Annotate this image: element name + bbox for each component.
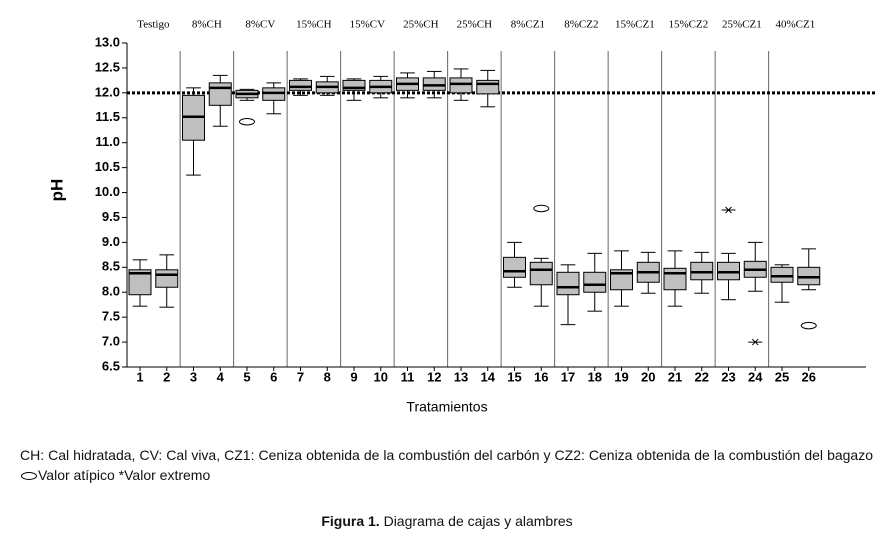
extreme	[721, 206, 736, 214]
outlier-legend: Valor atípico	[38, 467, 115, 483]
outlier	[239, 118, 255, 126]
y-tick-label: 12.5	[95, 59, 120, 74]
y-axis-label: pH	[47, 179, 66, 202]
y-tick-label: 10.0	[95, 184, 120, 199]
group-label: 15%CH	[296, 19, 332, 31]
box	[556, 271, 580, 296]
x-tick-label: 22	[695, 369, 709, 384]
y-tick-label: 11.5	[95, 109, 120, 124]
box	[128, 269, 152, 296]
x-tick-label: 16	[534, 369, 548, 384]
x-tick-label: 2	[163, 369, 170, 384]
x-tick-label: 25	[775, 369, 789, 384]
x-tick-label: 15	[507, 369, 521, 384]
caption-label: Figura 1.	[321, 513, 380, 529]
x-tick-label: 11	[401, 369, 415, 384]
y-tick-label: 6.5	[102, 358, 120, 373]
x-tick-label: 9	[350, 369, 357, 384]
caption-text: Diagrama de cajas y alambres	[383, 513, 573, 529]
group-label: Testigo	[137, 19, 170, 31]
group-label: 15%CZ1	[615, 19, 655, 31]
x-tick-label: 4	[217, 369, 225, 384]
x-tick-label: 10	[374, 369, 388, 384]
group-label: 15%CV	[350, 19, 386, 31]
box	[770, 266, 794, 283]
box	[155, 269, 179, 288]
box	[289, 79, 312, 91]
y-tick-label: 11.0	[95, 134, 120, 149]
caption: Figura 1. Diagrama de cajas y alambres	[0, 513, 894, 529]
group-label: 8%CH	[192, 19, 222, 31]
footnote: CH: Cal hidratada, CV: Cal viva, CZ1: Ce…	[20, 445, 873, 485]
group-label: 8%CZ1	[511, 19, 545, 31]
y-tick-label: 8.0	[102, 284, 120, 299]
box	[529, 261, 553, 286]
x-tick-label: 14	[481, 369, 496, 384]
x-tick-label: 23	[721, 369, 735, 384]
x-tick-label: 20	[641, 369, 655, 384]
x-tick-label: 5	[243, 369, 250, 384]
box	[503, 256, 526, 278]
y-tick-label: 7.5	[102, 309, 120, 324]
group-label: 40%CZ1	[776, 19, 816, 31]
group-label: 25%CZ1	[722, 19, 762, 31]
y-tick-label: 7.0	[102, 334, 120, 349]
x-tick-label: 21	[668, 369, 682, 384]
group-label: 25%CH	[403, 19, 439, 31]
y-tick-label: 9.5	[102, 209, 120, 224]
box	[663, 267, 687, 291]
x-tick-label: 12	[427, 369, 441, 384]
x-tick-label: 18	[588, 369, 602, 384]
x-tick-label: 13	[454, 369, 468, 384]
extreme-legend: *Valor extremo	[118, 467, 211, 483]
outlier-symbol	[21, 472, 37, 481]
outlier	[533, 204, 550, 213]
x-tick-label: 17	[561, 369, 575, 384]
box	[342, 79, 366, 91]
outlier	[800, 321, 817, 330]
extreme	[748, 338, 763, 346]
box	[476, 79, 500, 95]
box	[208, 82, 232, 106]
y-tick-label: 8.5	[102, 259, 120, 274]
x-axis-label: Tratamientos	[406, 399, 487, 415]
x-tick-label: 24	[748, 369, 763, 384]
y-tick-label: 13.0	[95, 34, 120, 49]
x-tick-label: 1	[136, 369, 143, 384]
x-tick-label: 19	[614, 369, 628, 384]
box	[610, 269, 633, 291]
y-tick-label: 12.0	[95, 84, 120, 99]
group-label: 15%CZ2	[669, 19, 709, 31]
y-tick-label: 10.5	[95, 159, 120, 174]
group-label: 8%CV	[245, 19, 275, 31]
x-tick-label: 8	[324, 369, 331, 384]
group-label: 25%CH	[457, 19, 493, 31]
x-tick-label: 6	[270, 369, 277, 384]
x-tick-label: 7	[297, 369, 304, 384]
x-tick-label: 3	[190, 369, 197, 384]
group-label: 8%CZ2	[564, 19, 598, 31]
box	[583, 271, 607, 293]
footnote-text: CH: Cal hidratada, CV: Cal viva, CZ1: Ce…	[20, 447, 873, 463]
y-tick-label: 9.0	[102, 234, 120, 249]
chart: pH Tratamientos Testigo 8%CH 8%CV 15%CH 15%C…	[47, 19, 876, 415]
x-tick-label: 26	[802, 369, 816, 384]
box	[449, 77, 473, 94]
